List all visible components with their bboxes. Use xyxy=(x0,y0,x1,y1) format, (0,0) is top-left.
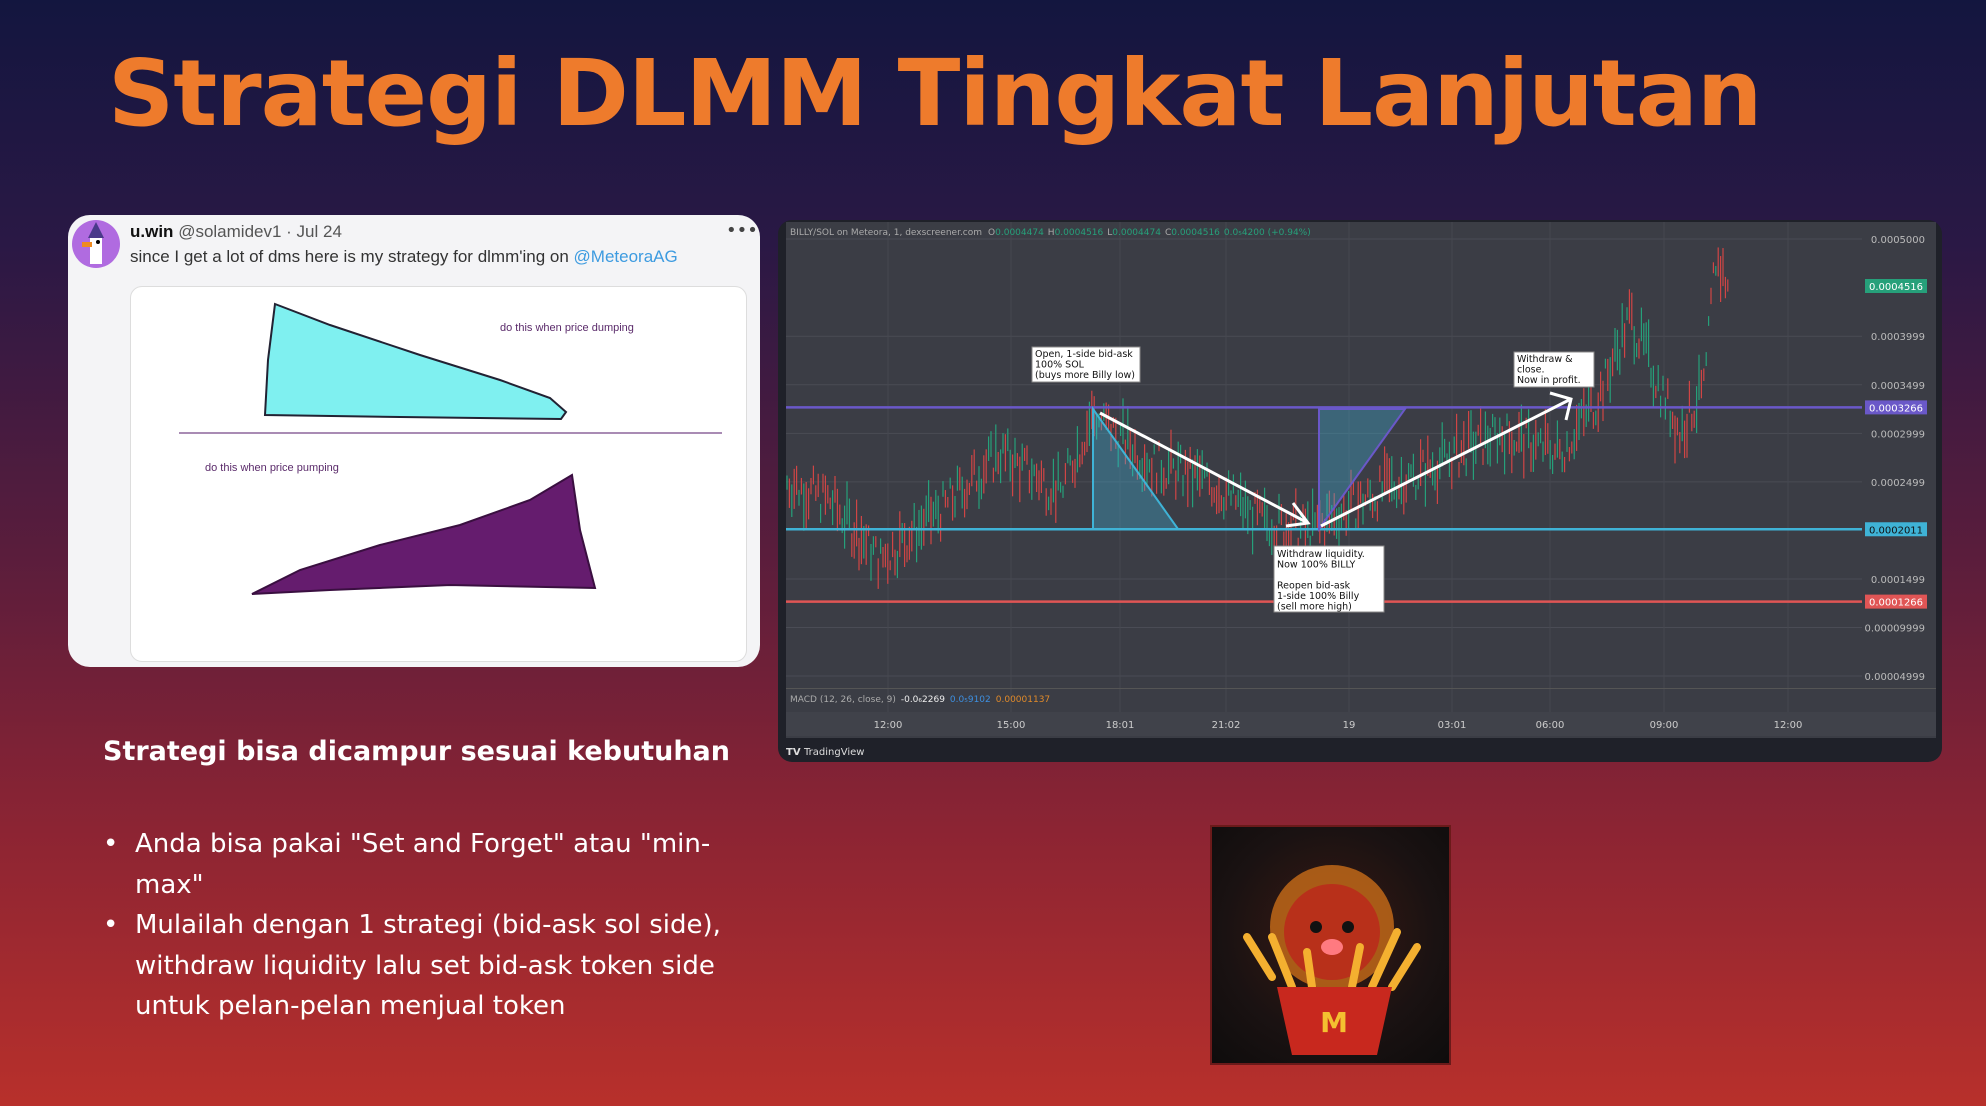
level-badge xyxy=(1865,400,1927,415)
dump-shape xyxy=(263,302,568,421)
time-tick: 09:00 xyxy=(1650,720,1679,731)
tweet-body: since I get a lot of dms here is my stra… xyxy=(130,247,574,266)
time-axis: 12:00 15:00 18:01 21:02 19 03:01 06:00 09:00 12:… xyxy=(874,720,1803,731)
arrow-up xyxy=(1320,391,1573,528)
annotation-line: 1-side 100% Billy xyxy=(1277,591,1360,602)
annotation-line: Now in profit. xyxy=(1517,375,1581,386)
time-tick: 18:01 xyxy=(1106,720,1135,731)
annotation-line: Withdraw liquidity. xyxy=(1277,549,1365,560)
price-tick: 0.00009999 xyxy=(1865,623,1925,634)
slide-title: Strategi DLMM Tingkat Lanjutan xyxy=(108,40,1762,147)
meme-image: M xyxy=(1210,825,1451,1065)
level-label: 0.0004516 xyxy=(1869,282,1923,293)
tweet-header: u.win @solamidev1 · Jul 24 xyxy=(130,222,342,242)
macd-legend: MACD (12, 26, close, 9) -0.0₆2269 0.0₅9102… xyxy=(790,695,1050,705)
price-tick: 0.0002999 xyxy=(1871,429,1925,440)
more-icon[interactable]: ••• xyxy=(726,220,758,241)
annotation-line: Open, 1-side bid-ask xyxy=(1035,349,1133,360)
subheading: Strategi bisa dicampur sesuai kebutuhan xyxy=(103,736,730,767)
mention-link[interactable]: @MeteoraAG xyxy=(573,247,678,266)
price-tick: 0.0003499 xyxy=(1871,381,1925,392)
bid-ask-triangle-billy xyxy=(1318,408,1407,533)
tweet-date: · Jul 24 xyxy=(286,222,342,241)
price-tick: 0.00004999 xyxy=(1865,672,1925,683)
annotation-line: 100% SOL xyxy=(1035,360,1085,371)
annotation-withdraw: Withdraw liquidity.Now 100% BILLY Reopen … xyxy=(1273,545,1385,613)
bid-ask-triangle-sol xyxy=(1092,405,1180,530)
candles xyxy=(786,247,1729,589)
price-tick: 0.0001499 xyxy=(1871,575,1925,586)
tweet-author[interactable]: u.win xyxy=(130,222,174,241)
level-label: 0.0002011 xyxy=(1869,525,1923,536)
annotation-close: Withdraw &close.Now in profit. xyxy=(1513,351,1595,388)
price-axis[interactable]: 0.0005000 0.0003999 0.0003499 0.0002999 0.00… xyxy=(1865,235,1927,683)
time-tick: 15:00 xyxy=(997,720,1026,731)
annotation-line: (sell more high) xyxy=(1277,602,1352,613)
level-label: 0.0003266 xyxy=(1869,403,1923,414)
time-tick: 19 xyxy=(1343,720,1356,731)
macd-divider xyxy=(786,688,1936,689)
annotation-line: (buys more Billy low) xyxy=(1035,370,1135,381)
bullet-list: Anda bisa pakai "Set and Forget" atau "m… xyxy=(103,824,743,1027)
price-tick: 0.0003999 xyxy=(1871,332,1925,343)
price-tick: 0.0005000 xyxy=(1871,235,1925,246)
annotation-line: Now 100% BILLY xyxy=(1277,560,1356,571)
arrow-down xyxy=(1099,411,1311,528)
time-tick: 03:01 xyxy=(1438,720,1467,731)
tweet-text: since I get a lot of dms here is my stra… xyxy=(130,247,678,267)
chart-header: BILLY/SOL on Meteora, 1, dexscreener.com… xyxy=(790,228,1311,238)
time-axis-bg xyxy=(786,712,1936,736)
chart-plot-bg xyxy=(786,222,1936,738)
strategy-drawing xyxy=(130,286,747,662)
bullet-item: Mulailah dengan 1 strategi (bid-ask sol … xyxy=(103,905,743,1027)
tradingview-logo[interactable]: TV TradingView xyxy=(786,747,864,758)
annotation-line: Reopen bid-ask xyxy=(1277,581,1351,592)
level-badge xyxy=(1865,522,1927,537)
time-tick: 12:00 xyxy=(874,720,903,731)
level-badge xyxy=(1865,594,1927,609)
price-tick: 0.0002499 xyxy=(1871,478,1925,489)
time-tick: 06:00 xyxy=(1536,720,1565,731)
annotation-line: close. xyxy=(1517,365,1545,376)
pump-shape xyxy=(251,473,597,595)
avatar xyxy=(72,220,120,268)
label-dump: do this when price dumping xyxy=(500,322,634,334)
tweet-handle[interactable]: @solamidev1 xyxy=(178,222,282,241)
time-tick: 12:00 xyxy=(1774,720,1803,731)
level-badge xyxy=(1865,279,1927,294)
label-pump: do this when price pumping xyxy=(205,462,339,474)
bullet-item: Anda bisa pakai "Set and Forget" atau "m… xyxy=(103,824,743,905)
time-tick: 21:02 xyxy=(1212,720,1241,731)
level-label: 0.0001266 xyxy=(1869,598,1923,609)
svg-text:M: M xyxy=(1320,1006,1348,1039)
annotation-line: Withdraw & xyxy=(1517,354,1573,365)
